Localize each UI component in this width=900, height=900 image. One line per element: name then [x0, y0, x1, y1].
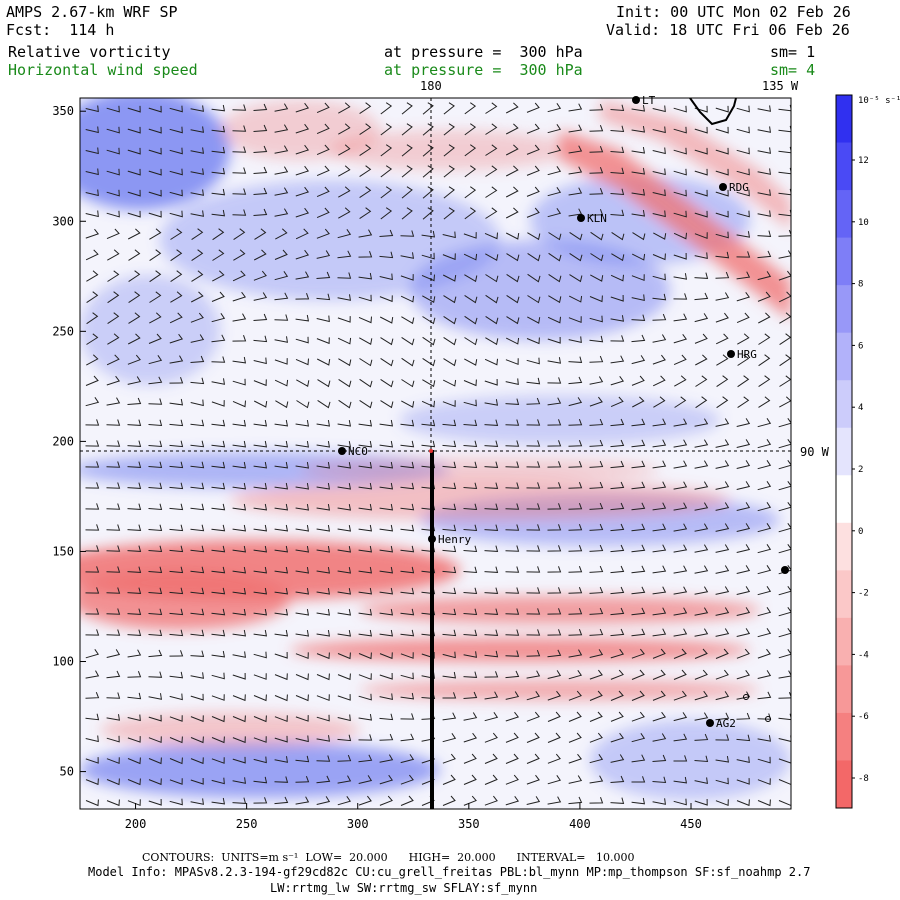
station-markers: NCO KLN RDG HRG Henry AG2 LT [338, 94, 789, 730]
x-tick-label: 350 [458, 817, 480, 831]
wind-barbs [85, 102, 791, 807]
meridian-90w-label: 90 W [800, 445, 829, 459]
field2-smoothing: sm= 4 [770, 61, 816, 79]
x-tick-label: 400 [569, 817, 591, 831]
map-frame [79, 97, 792, 810]
station-dot-icon [338, 447, 346, 455]
y-tick-label: 200 [52, 434, 74, 448]
colorbar-tick-label: 2 [858, 465, 863, 475]
station-dot-icon [428, 535, 436, 543]
forecast-hour: Fcst: 114 h [6, 21, 115, 39]
map-axes: 200 250 300 350 400 450 350 300 250 200 150 100 50 [52, 104, 702, 831]
colorbar-tick-label: 4 [858, 403, 863, 413]
physics-info: LW:rrtmg_lw SW:rrtmg_sw SFLAY:sf_mynn [270, 881, 538, 895]
field2-level: at pressure = 300 hPa [384, 61, 583, 79]
model-info: Model Info: MPASv8.2.3-194-gf29cd82c CU:… [88, 865, 811, 879]
station-label: RDG [729, 181, 749, 194]
y-tick-label: 150 [52, 544, 74, 558]
colorbar-tick-label: -2 [858, 589, 869, 599]
y-tick-label: 250 [52, 324, 74, 338]
field1-name: Relative vorticity [8, 43, 171, 61]
station-dot-icon [632, 96, 640, 104]
field1-smoothing: sm= 1 [770, 43, 816, 61]
vorticity-field [80, 98, 791, 800]
model-title: AMPS 2.67-km WRF SP [6, 3, 178, 21]
meridian-180-label: 180 [420, 79, 442, 93]
colorbar-tick-label: -6 [858, 712, 869, 722]
contours-info: CONTOURS: UNITS=m s⁻¹ LOW= 20.000 HIGH= … [142, 851, 635, 864]
y-tick-label: 300 [52, 214, 74, 228]
y-tick-label: 350 [52, 104, 74, 118]
station-label: KLN [587, 212, 607, 225]
colorbar: 12 10 8 6 4 2 0 -2 -4 -6 -8 [835, 94, 869, 809]
colorbar-tick-label: 6 [858, 341, 863, 351]
station-label: LT [642, 94, 656, 107]
station-label: NCO [348, 445, 368, 458]
station-dot-icon [706, 719, 714, 727]
station-label: AG2 [716, 717, 736, 730]
valid-time: Valid: 18 UTC Fri 06 Feb 26 [606, 21, 850, 39]
map-panel [80, 98, 791, 809]
x-tick-label: 250 [236, 817, 258, 831]
colorbar-tick-label: -4 [858, 650, 869, 660]
x-tick-label: 300 [347, 817, 369, 831]
colorbar-tick-label: 12 [858, 156, 869, 166]
station-dot-icon [577, 214, 585, 222]
y-tick-label: 100 [52, 655, 74, 669]
colorbar-tick-label: -8 [858, 774, 869, 784]
init-time: Init: 00 UTC Mon 02 Feb 26 [616, 3, 851, 21]
x-tick-label: 200 [125, 817, 147, 831]
colorbar-unit-label: 10⁻⁵ s⁻¹ [858, 96, 900, 106]
coastline [689, 98, 737, 126]
x-tick-label: 450 [680, 817, 702, 831]
colorbar-tick-label: 8 [858, 280, 863, 290]
y-tick-label: 50 [60, 765, 74, 779]
field1-level: at pressure = 300 hPa [384, 43, 583, 61]
colorbar-tick-label: 0 [858, 527, 863, 537]
meridian-135w-label: 135 W [762, 79, 799, 93]
field2-name: Horizontal wind speed [8, 61, 198, 79]
station-label: Henry [438, 533, 471, 546]
station-dot-icon [719, 183, 727, 191]
station-dot-icon [727, 350, 735, 358]
colorbar-tick-label: 10 [858, 218, 869, 228]
station-label: HRG [737, 348, 757, 361]
